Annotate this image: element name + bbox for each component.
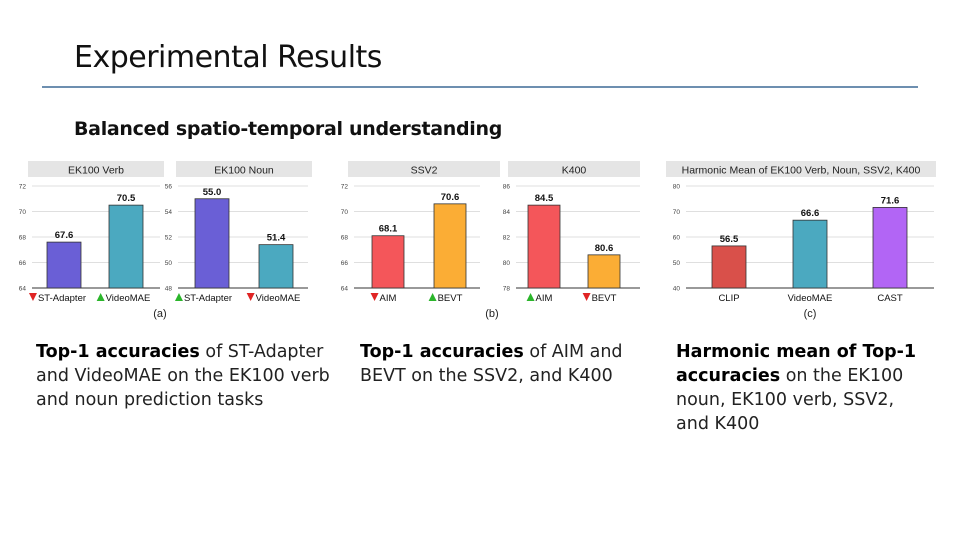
panel-4-down-triangle-icon xyxy=(582,293,591,301)
panel-5-bar-2 xyxy=(792,219,828,289)
panel-4-bar-1 xyxy=(527,204,561,289)
panel-4-ytick-label: 84 xyxy=(503,209,511,216)
panel-3-bar-2 xyxy=(433,203,467,289)
panel-3-data-label: 70.6 xyxy=(441,192,460,203)
panel-1-category-label: ST-Adapter xyxy=(38,293,86,304)
panel-5-category-label: CLIP xyxy=(718,293,739,304)
panel-1-ytick-label: 64 xyxy=(19,286,27,293)
panel-2-ytick-label: 56 xyxy=(165,184,173,191)
caption-a-text: of ST-Adapter and VideoMAE on the EK100 … xyxy=(36,342,330,410)
panel-5-header-bg xyxy=(666,161,936,177)
panel-3-ytick-label: 70 xyxy=(341,209,349,216)
panel-5-data-label: 66.6 xyxy=(801,208,820,219)
panel-5-bar-3 xyxy=(872,207,908,289)
panel-1-header-bg xyxy=(28,161,164,177)
panel-5-data-label: 56.5 xyxy=(720,234,739,245)
caption-a-bold: Top-1 accuracies xyxy=(36,342,200,362)
panel-5-bar-1 xyxy=(711,245,747,289)
panel-4-category-label: AIM xyxy=(536,293,553,304)
panel-3-down-triangle-icon xyxy=(370,293,379,301)
caption-a: Top-1 accuracies of ST-Adapter and Video… xyxy=(36,340,336,412)
panel-4-title: K400 xyxy=(562,165,587,177)
caption-b-text: of AIM and BEVT on the SSV2, and K400 xyxy=(360,342,623,386)
panel-5-title: Harmonic Mean of EK100 Verb, Noun, SSV2,… xyxy=(682,165,921,177)
panel-5-data-label: 71.6 xyxy=(881,195,900,206)
panel-2-down-triangle-icon xyxy=(246,293,255,301)
panel-5-category-label: CAST xyxy=(877,293,903,304)
panel-3-ytick-label: 64 xyxy=(341,286,349,293)
panel-2-data-label: 55.0 xyxy=(203,187,222,198)
panel-2-title: EK100 Noun xyxy=(214,165,274,177)
panel-1-data-label: 70.5 xyxy=(117,193,136,204)
panel-3-ytick-label: 66 xyxy=(341,260,349,267)
panel-4-header-bg xyxy=(508,161,640,177)
panel-4-bar-2 xyxy=(587,254,621,289)
panel-1-down-triangle-icon xyxy=(28,293,37,301)
section-subtitle: Balanced spatio-temporal understanding xyxy=(74,118,503,140)
caption-c: Harmonic mean of Top-1 accuracies on the… xyxy=(676,340,926,436)
caption-c-bold: Harmonic mean of Top-1 accuracies xyxy=(676,342,917,386)
panel-3-ytick-label: 68 xyxy=(341,235,349,242)
panel-2-header-bg xyxy=(176,161,312,177)
panel-1-ytick-label: 72 xyxy=(19,184,27,191)
panel-2-ytick-label: 52 xyxy=(165,235,173,242)
panel-1-data-label: 67.6 xyxy=(55,230,74,241)
panel-2-up-triangle-icon xyxy=(174,293,183,301)
panel-2-bar-1 xyxy=(194,198,230,289)
panel-1-bar-1 xyxy=(46,241,82,289)
panel-1-ytick-label: 70 xyxy=(19,209,27,216)
panel-2-ytick-label: 54 xyxy=(165,209,173,216)
panel-3-title: SSV2 xyxy=(411,165,438,177)
panel-1-panel-label: (a) xyxy=(153,308,166,320)
panel-2-category-label: ST-Adapter xyxy=(184,293,232,304)
panel-3-data-label: 68.1 xyxy=(379,224,398,235)
panel-2-data-label: 51.4 xyxy=(267,233,286,244)
panel-5-category-label: VideoMAE xyxy=(788,293,833,304)
panel-4-ytick-label: 78 xyxy=(503,286,511,293)
panel-3-bar-1 xyxy=(371,235,405,289)
panel-3-category-label: AIM xyxy=(380,293,397,304)
panel-5-ytick-label: 40 xyxy=(673,286,681,293)
title-divider xyxy=(42,86,918,88)
panel-3-ytick-label: 72 xyxy=(341,184,349,191)
panel-1-title: EK100 Verb xyxy=(68,165,124,177)
panel-5-ytick-label: 70 xyxy=(673,209,681,216)
panel-5-ytick-label: 80 xyxy=(673,184,681,191)
panel-3-category-label: BEVT xyxy=(438,293,463,304)
panel-5-panel-label: (c) xyxy=(804,308,817,320)
panel-1-up-triangle-icon xyxy=(96,293,105,301)
panel-4-data-label: 84.5 xyxy=(535,193,554,204)
panel-5-ytick-label: 50 xyxy=(673,260,681,267)
caption-b: Top-1 accuracies of AIM and BEVT on the … xyxy=(360,340,650,388)
panel-4-ytick-label: 82 xyxy=(503,235,511,242)
panel-5-ytick-label: 60 xyxy=(673,235,681,242)
panel-2-ytick-label: 50 xyxy=(165,260,173,267)
panel-2-ytick-label: 48 xyxy=(165,286,173,293)
panel-2-bar-2 xyxy=(258,244,294,289)
slide-title: Experimental Results xyxy=(74,40,382,75)
panel-1-ytick-label: 68 xyxy=(19,235,27,242)
panel-1-bar-2 xyxy=(108,204,144,289)
panel-4-category-label: BEVT xyxy=(592,293,617,304)
panel-1-category-label: VideoMAE xyxy=(106,293,151,304)
panel-3-up-triangle-icon xyxy=(428,293,437,301)
panel-3-panel-label: (b) xyxy=(485,308,498,320)
panel-3-header-bg xyxy=(348,161,500,177)
panel-4-ytick-label: 86 xyxy=(503,184,511,191)
bar-charts-figure: EK100 Verb 64 66 68 70 72 67.6 ST-Adapter 70.5 Vi… xyxy=(19,161,936,320)
panel-4-ytick-label: 80 xyxy=(503,260,511,267)
panel-2-category-label: VideoMAE xyxy=(256,293,301,304)
panel-4-up-triangle-icon xyxy=(526,293,535,301)
caption-b-bold: Top-1 accuracies xyxy=(360,342,524,362)
panel-1-ytick-label: 66 xyxy=(19,260,27,267)
panel-4-data-label: 80.6 xyxy=(595,243,614,254)
caption-c-text: on the EK100 noun, EK100 verb, SSV2, and… xyxy=(676,366,904,434)
